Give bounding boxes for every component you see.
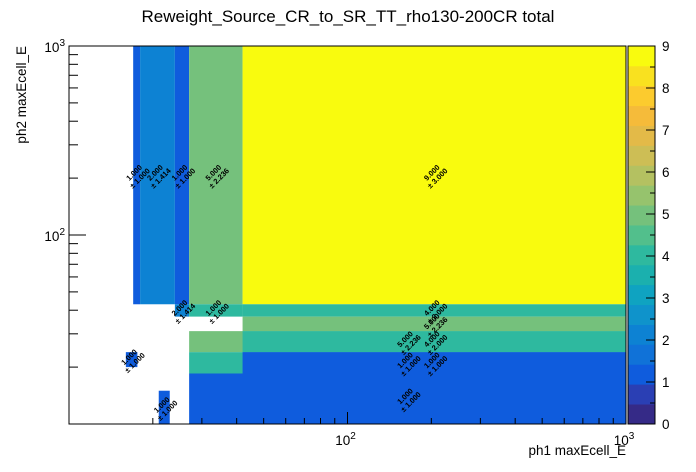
x-tick-label: 102 bbox=[335, 431, 356, 448]
heatmap-cell bbox=[242, 352, 626, 374]
colorbar: 0 1 2 3 4 5 6 7 8 9 bbox=[627, 39, 670, 432]
heatmap-cell bbox=[158, 390, 170, 424]
heatmap-cell bbox=[189, 373, 626, 424]
x-axis-title: ph1 maxEcell_E bbox=[528, 443, 626, 458]
colorbar-segment bbox=[628, 404, 655, 425]
colorbar-tick-label: 5 bbox=[662, 207, 670, 222]
colorbar-segment bbox=[628, 264, 655, 286]
colorbar-tick-label: 7 bbox=[662, 123, 670, 138]
colorbar-tick-label: 6 bbox=[662, 165, 670, 180]
colorbar-segment bbox=[628, 65, 655, 87]
colorbar-segment bbox=[628, 244, 655, 266]
colorbar-tick-label: 1 bbox=[662, 375, 670, 390]
heatmap-cell bbox=[174, 46, 190, 305]
heatmap-cell bbox=[174, 304, 190, 317]
cell-label-group: 1.000± 1.000 bbox=[119, 347, 146, 374]
heatmap-cell bbox=[189, 46, 243, 305]
y-tick-label: 102 bbox=[44, 227, 65, 244]
colorbar-segment bbox=[628, 105, 655, 126]
colorbar-segment bbox=[628, 145, 655, 166]
colorbar-tick-label: 4 bbox=[662, 249, 670, 264]
colorbar-tick-label: 2 bbox=[662, 333, 670, 348]
heatmap-cells bbox=[125, 46, 626, 424]
heatmap-cell bbox=[242, 304, 626, 317]
colorbar-segment bbox=[628, 205, 655, 226]
heatmap-cell bbox=[140, 46, 175, 305]
colorbar-segment bbox=[628, 384, 655, 405]
heatmap-cell bbox=[133, 46, 141, 305]
colorbar-tick-label: 8 bbox=[662, 81, 670, 96]
colorbar-segment bbox=[628, 225, 655, 246]
colorbar-segment bbox=[628, 364, 655, 385]
colorbar-segment bbox=[628, 284, 655, 306]
y-axis-title: ph2 maxEcell_E bbox=[14, 46, 29, 144]
colorbar-segment bbox=[628, 344, 655, 365]
heatmap-cell bbox=[125, 352, 138, 368]
cell-label-group: 1.000± 1.000 bbox=[152, 395, 179, 422]
colorbar-segment bbox=[628, 185, 655, 206]
heatmap-cell bbox=[242, 316, 626, 332]
colorbar-segment bbox=[628, 85, 655, 107]
heatmap-cell bbox=[242, 46, 626, 305]
heatmap-cell bbox=[189, 304, 243, 317]
y-tick-label: 103 bbox=[44, 38, 65, 55]
colorbar-tick-label: 3 bbox=[662, 291, 670, 306]
colorbar-segment bbox=[628, 46, 655, 67]
axes: 102 103 102 103 bbox=[44, 38, 634, 448]
colorbar-segment bbox=[628, 324, 655, 345]
colorbar-segment bbox=[628, 304, 655, 325]
colorbar-tick-label: 0 bbox=[662, 417, 670, 432]
chart-title: Reweight_Source_CR_to_SR_TT_rho130-200CR… bbox=[142, 7, 555, 26]
x-tick-label: 103 bbox=[614, 431, 635, 448]
heatmap-cell bbox=[242, 331, 626, 353]
colorbar-tick-label: 9 bbox=[662, 39, 670, 54]
colorbar-segment bbox=[628, 165, 655, 186]
colorbar-segment bbox=[628, 125, 655, 146]
